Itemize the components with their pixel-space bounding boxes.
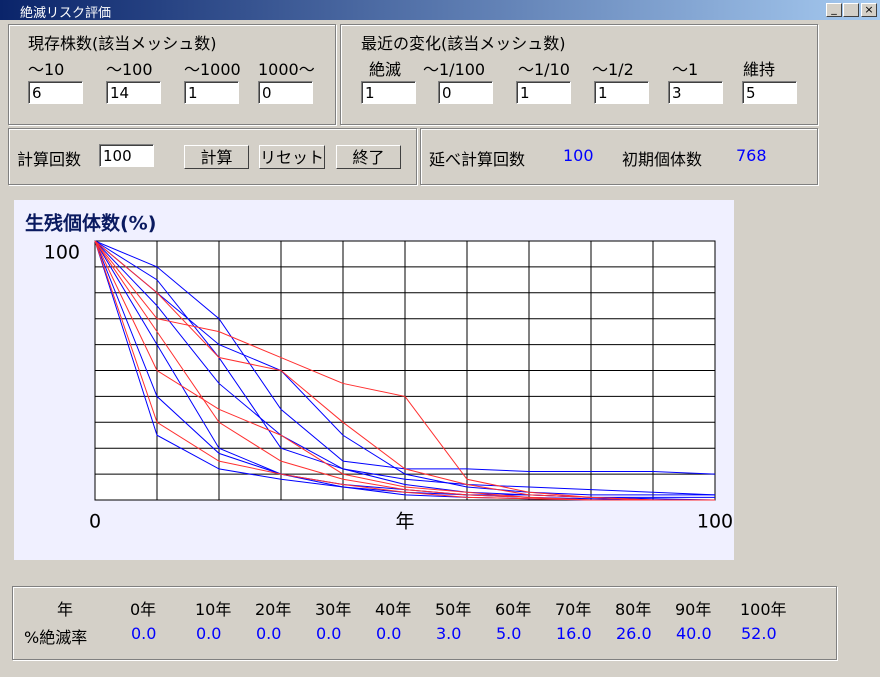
table-cell: 0.0	[131, 624, 157, 643]
table-cell: 52.0	[741, 624, 777, 643]
existing-panel	[8, 24, 336, 125]
field-label: 〜100	[106, 60, 153, 79]
table-header: 90年	[675, 600, 712, 619]
series-line	[94, 240, 716, 496]
field-label: 維持	[743, 60, 776, 79]
x-tick-label: 0	[89, 511, 101, 533]
count-field[interactable]: 0	[438, 81, 493, 104]
field-label: 〜1	[672, 60, 699, 79]
x-axis-label: 年	[395, 511, 414, 533]
table-cell: 0.0	[256, 624, 282, 643]
table-header: 50年	[435, 600, 472, 619]
count-field[interactable]: 1	[361, 81, 416, 104]
table-header: 20年	[255, 600, 292, 619]
chart-area: 生残個体数(%) 0 100 100 年	[14, 200, 734, 560]
button[interactable]: 終了	[336, 145, 401, 169]
table-cell: %絶滅率	[24, 628, 88, 647]
table-cell: 26.0	[616, 624, 652, 643]
count-field[interactable]: 1	[516, 81, 571, 104]
table-header: 30年	[315, 600, 352, 619]
table-header: 40年	[375, 600, 412, 619]
count-field[interactable]: 14	[106, 81, 161, 104]
count-input[interactable]: 100	[99, 144, 154, 167]
count-field[interactable]: 5	[742, 81, 797, 104]
chart-title: 生残個体数(%)	[25, 212, 156, 235]
field-label: 〜10	[28, 60, 65, 79]
table-header: 100年	[740, 600, 787, 619]
table-header: 年	[57, 600, 74, 619]
minimize-button[interactable]: _	[826, 3, 842, 17]
control-panel	[8, 128, 417, 185]
table-cell: 0.0	[376, 624, 402, 643]
table-panel	[12, 586, 837, 660]
count-field[interactable]: 0	[258, 81, 313, 104]
field-label: 〜1/2	[592, 60, 634, 79]
count-field[interactable]: 1	[184, 81, 239, 104]
recent-panel	[340, 24, 818, 125]
window-title: 絶滅リスク評価	[20, 6, 112, 21]
field-label: 〜1000	[184, 60, 241, 79]
x-tick-label: 100	[697, 511, 733, 533]
panel-title: 現存株数(該当メッシュ数)	[28, 34, 217, 53]
table-cell: 5.0	[496, 624, 522, 643]
y-tick-label: 100	[44, 242, 80, 264]
title-bar: 絶滅リスク評価 _ ×	[0, 0, 880, 21]
field-label: 絶滅	[369, 60, 402, 79]
field-label: 〜1/10	[518, 60, 570, 79]
label: 計算回数	[17, 150, 82, 169]
field-label: 〜1/100	[423, 60, 486, 79]
count-field[interactable]: 3	[668, 81, 723, 104]
maximize-button[interactable]	[843, 3, 859, 17]
count-field[interactable]: 1	[594, 81, 649, 104]
series-line	[94, 240, 715, 501]
table-header: 70年	[555, 600, 592, 619]
panel-title: 最近の変化(該当メッシュ数)	[361, 34, 566, 53]
count-field[interactable]: 6	[28, 81, 83, 104]
series-line	[94, 240, 715, 501]
value: 768	[736, 146, 767, 165]
button[interactable]: 計算	[184, 145, 249, 169]
field-label: 1000〜	[258, 60, 315, 79]
close-button[interactable]: ×	[861, 3, 877, 17]
value: 100	[563, 146, 594, 165]
table-cell: 16.0	[556, 624, 592, 643]
chart: 生残個体数(%) 0 100 100 年	[25, 212, 733, 533]
table-header: 0年	[130, 600, 157, 619]
table-header: 80年	[615, 600, 652, 619]
table-header: 10年	[195, 600, 232, 619]
table-cell: 3.0	[436, 624, 462, 643]
label: 延べ計算回数	[429, 150, 526, 169]
summary-panel	[420, 128, 818, 185]
table-header: 60年	[495, 600, 532, 619]
button[interactable]: リセット	[259, 145, 325, 169]
table-cell: 0.0	[316, 624, 342, 643]
label: 初期個体数	[622, 150, 703, 169]
table-cell: 40.0	[676, 624, 712, 643]
table-cell: 0.0	[196, 624, 222, 643]
